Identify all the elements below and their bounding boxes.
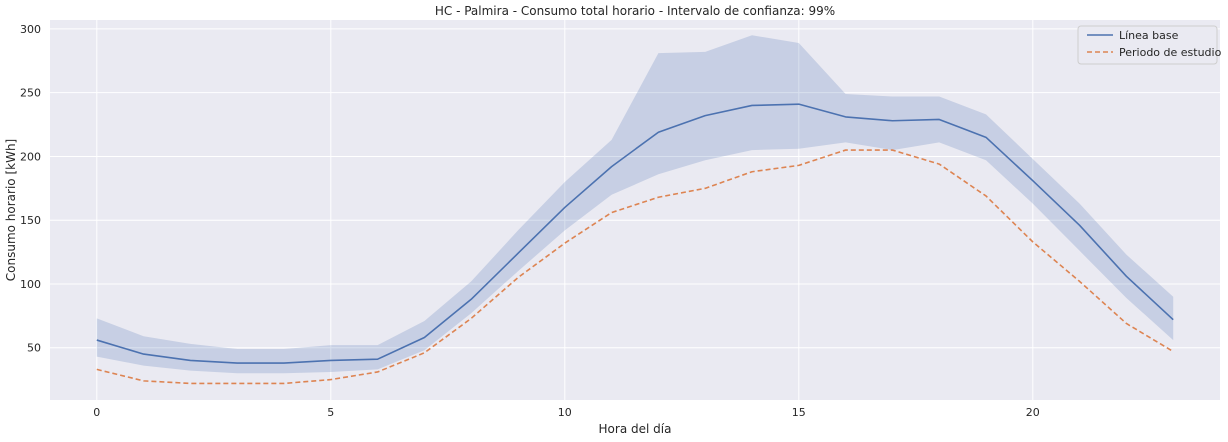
tick-labels: 0 5 10 15 20 50 100 150 200 250 300 bbox=[20, 23, 1040, 419]
plot-background bbox=[50, 20, 1220, 400]
series-line-linea-base bbox=[96, 103, 1174, 364]
y-tick-label: 150 bbox=[20, 214, 41, 227]
series-line-periodo-de-estudio bbox=[96, 149, 1174, 385]
y-axis-title: Consumo horario [kWh] bbox=[4, 139, 18, 281]
x-tick-label: 10 bbox=[558, 406, 572, 419]
y-tick-label: 200 bbox=[20, 150, 41, 163]
chart-title: HC - Palmira - Consumo total horario - I… bbox=[435, 4, 835, 18]
y-tick-label: 50 bbox=[27, 342, 41, 355]
legend-label-periodo-de-estudio: Periodo de estudio bbox=[1119, 46, 1222, 59]
x-tick-label: 20 bbox=[1026, 406, 1040, 419]
grid-lines bbox=[50, 20, 1220, 400]
legend-label-linea-base: Línea base bbox=[1119, 29, 1179, 42]
series-lines bbox=[96, 103, 1174, 385]
x-axis-title: Hora del día bbox=[599, 422, 672, 436]
x-tick-label: 0 bbox=[93, 406, 100, 419]
y-tick-label: 100 bbox=[20, 278, 41, 291]
y-tick-label: 250 bbox=[20, 87, 41, 100]
legend: Línea base Periodo de estudio bbox=[1077, 25, 1222, 65]
y-tick-label: 300 bbox=[20, 23, 41, 36]
x-tick-label: 15 bbox=[792, 406, 806, 419]
x-tick-label: 5 bbox=[327, 406, 334, 419]
